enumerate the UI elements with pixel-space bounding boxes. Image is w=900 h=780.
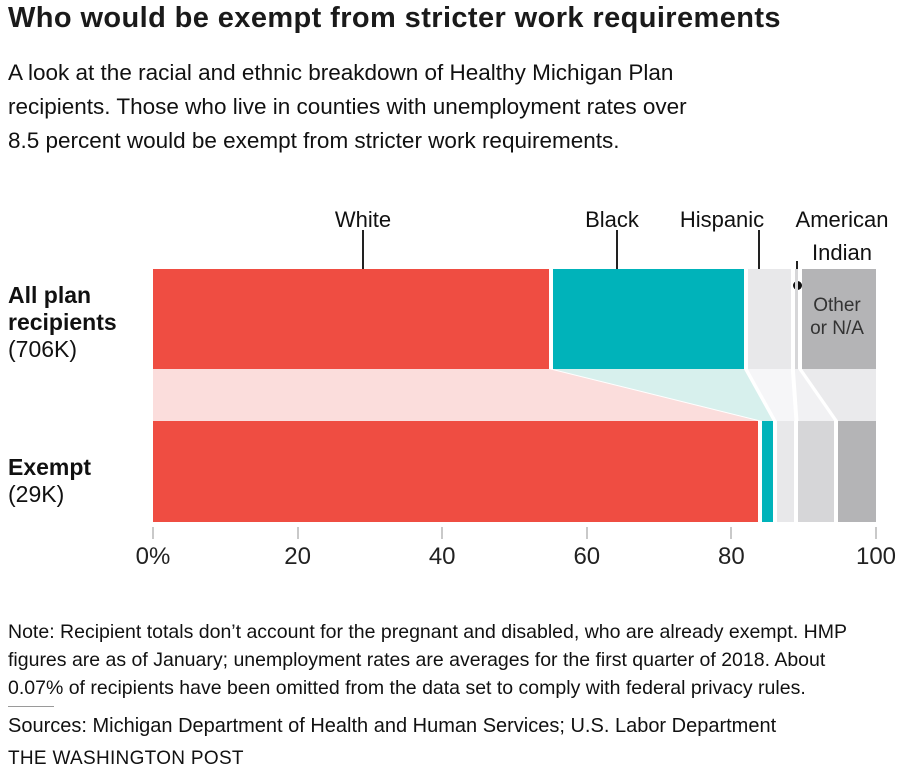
x-axis-tick [730, 527, 733, 539]
note-line: Note: Recipient totals don’t account for… [8, 621, 847, 643]
category-label-hispanic: Hispanic [679, 207, 765, 232]
bar-segment-white [153, 269, 549, 369]
x-axis-tick-label: 0% [135, 543, 171, 570]
white-leader-line [362, 230, 364, 284]
note-line: figures are as of January; unemployment … [8, 649, 826, 671]
bar-segment-american-indian [794, 269, 799, 369]
bar-segment-black [552, 269, 744, 369]
other-segment-label: Other or N/A [800, 294, 874, 340]
publisher-credit: THE WASHINGTON POST [8, 748, 244, 769]
chart-title: Who would be exempt from stricter work r… [8, 2, 781, 34]
subtitle-line: A look at the racial and ethnic breakdow… [8, 60, 674, 85]
sources: Sources: Michigan Department of Health a… [8, 715, 777, 737]
subtitle-line: 8.5 percent would be exempt from stricte… [8, 128, 620, 153]
bar-exempt [153, 421, 876, 522]
row-label-line: Exempt [8, 454, 92, 480]
flow-band-american-indian [794, 369, 835, 421]
note: Note: Recipient totals don’t account for… [8, 618, 847, 702]
category-label-american-indian-line1: American [795, 207, 889, 232]
x-axis-tick-label: 60 [573, 543, 601, 570]
other-segment-label-line2: or N/A [810, 318, 864, 339]
x-axis-tick [441, 527, 444, 539]
category-label-white: White [334, 207, 392, 232]
flow-band-black [552, 369, 773, 421]
chart: White Black Hispanic American Indian All… [0, 195, 900, 575]
footer-divider [8, 706, 54, 707]
flow-bands [153, 369, 876, 421]
bar-segment-other-or-n-a [802, 269, 876, 369]
x-axis-tick [296, 527, 299, 539]
black-leader-line [616, 230, 618, 284]
bar-segment-american-indian [798, 421, 835, 522]
row-label-exempt: Exempt (29K) [8, 454, 91, 508]
row-label-line: All plan [8, 282, 92, 308]
flow-band-white [153, 369, 759, 421]
bar-segment-white [153, 421, 759, 522]
x-axis-tick-label: 20 [284, 543, 311, 570]
bar-segment-hispanic [776, 421, 795, 522]
other-segment-label-line1: Other [813, 295, 861, 316]
x-axis-tick-label: 80 [718, 543, 745, 570]
x-axis-tick [152, 527, 154, 539]
x-axis-tick-label: 100 [855, 543, 897, 570]
flow-band-hispanic [747, 369, 795, 421]
hispanic-leader-line [758, 230, 760, 284]
bar-all-recipients [153, 269, 876, 369]
row-label-all-plan-recipients: All plan recipients (706K) [8, 282, 117, 363]
bar-segment-other-or-n-a [838, 421, 876, 522]
category-label-american-indian: American Indian [772, 203, 900, 269]
x-axis-tick [875, 527, 877, 539]
x-axis-tick [585, 527, 588, 539]
chart-subtitle: A look at the racial and ethnic breakdow… [8, 56, 687, 158]
category-label-american-indian-line2: Indian [812, 240, 872, 265]
x-axis-tick-label: 40 [428, 543, 456, 570]
note-line: 0.07% of recipients have been omitted fr… [8, 677, 806, 699]
row-label-line: recipients [8, 309, 117, 335]
x-axis: 0% 20 40 60 80 100 [136, 527, 896, 575]
flow-band-other-or-n-a [802, 369, 876, 421]
category-label-black: Black [585, 207, 639, 232]
row-sublabel: (29K) [8, 481, 65, 507]
row-sublabel: (706K) [8, 336, 78, 362]
bar-segment-black [762, 421, 773, 522]
bar-segment-hispanic [747, 269, 791, 369]
subtitle-line: recipients. Those who live in counties w… [8, 94, 687, 119]
